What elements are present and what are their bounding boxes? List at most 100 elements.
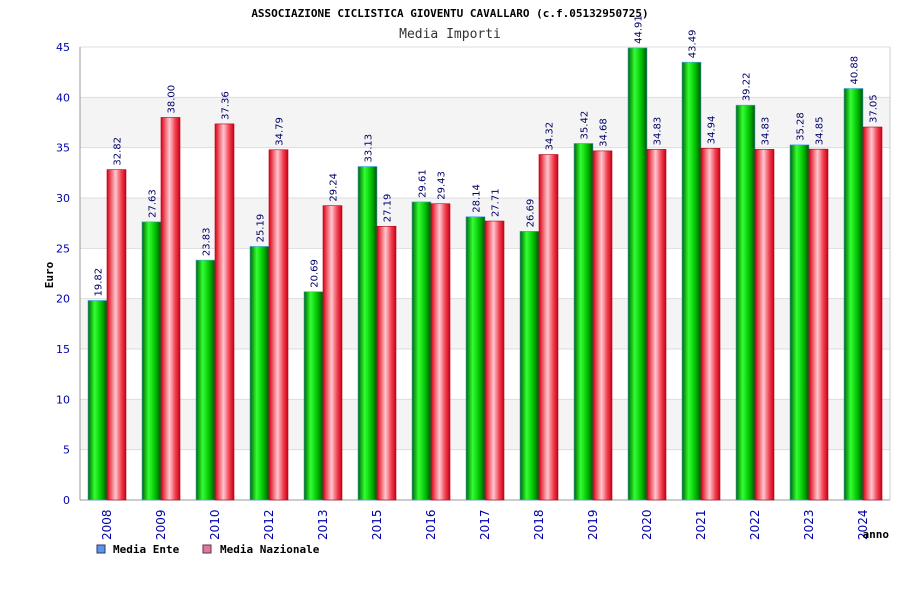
y-axis-label: Euro — [43, 261, 56, 288]
bar-media-ente-2019 — [573, 143, 594, 501]
data-label: 32.82 — [113, 137, 124, 166]
x-tick-label: 2013 — [316, 509, 330, 540]
x-tick-label: 2008 — [100, 509, 114, 540]
data-label: 35.28 — [796, 112, 807, 141]
x-tick-label: 2023 — [802, 509, 816, 540]
bar-media-ente-2022 — [735, 104, 756, 501]
grid-band — [80, 47, 890, 98]
bar-media-nazionale-2019 — [592, 150, 613, 501]
x-tick-label: 2019 — [586, 509, 600, 540]
data-label: 28.14 — [472, 184, 483, 213]
bar-media-nazionale-2008 — [106, 169, 127, 501]
data-label: 25.19 — [256, 214, 267, 243]
bar-media-nazionale-2020 — [646, 149, 667, 501]
bar-media-ente-2013 — [303, 291, 324, 501]
bar-media-ente-2021 — [681, 61, 702, 501]
x-tick-label: 2009 — [154, 509, 168, 540]
bar-media-ente-2017 — [465, 216, 486, 501]
bar-media-nazionale-2022 — [754, 149, 775, 501]
data-label: 29.43 — [437, 171, 448, 200]
data-label: 23.83 — [202, 227, 213, 256]
data-label: 43.49 — [688, 30, 699, 59]
data-label: 34.83 — [653, 117, 664, 146]
bar-media-ente-2016 — [411, 201, 432, 501]
data-label: 20.69 — [310, 259, 321, 288]
bar-media-nazionale-2018 — [538, 154, 559, 501]
bar-media-ente-2009 — [141, 221, 162, 501]
data-label: 34.79 — [275, 117, 286, 146]
data-label: 27.19 — [383, 194, 394, 223]
bar-media-nazionale-2023 — [808, 148, 829, 501]
bar-media-nazionale-2024 — [862, 126, 883, 501]
x-axis-label: anno — [863, 528, 890, 541]
y-tick-label: 20 — [56, 293, 70, 306]
bar-media-ente-2012 — [249, 246, 270, 501]
bar-media-ente-2020 — [627, 47, 648, 501]
data-label: 26.69 — [526, 199, 537, 228]
x-tick-label: 2020 — [640, 509, 654, 540]
x-tick-labels: 2008 2009 2010 2012 2013 2015 2016 2017 2018 2019… — [100, 509, 870, 540]
bar-media-ente-2010 — [195, 259, 216, 501]
y-tick-label: 0 — [63, 494, 70, 507]
legend-swatch-media-nazionale — [202, 544, 212, 554]
legend-label-media-nazionale: Media Nazionale — [220, 543, 320, 556]
bar-media-ente-2023 — [789, 144, 810, 501]
bar-media-ente-2015 — [357, 166, 378, 501]
data-label: 27.63 — [148, 189, 159, 218]
y-tick-label: 25 — [56, 242, 70, 255]
data-label: 44.91 — [634, 15, 645, 44]
data-label: 34.83 — [761, 117, 772, 146]
y-tick-label: 10 — [56, 393, 70, 406]
y-tick-label: 35 — [56, 142, 70, 155]
y-tick-label: 40 — [56, 91, 70, 104]
bar-media-ente-2024 — [843, 88, 864, 501]
x-tick-label: 2012 — [262, 509, 276, 540]
y-tick-labels: 0 5 10 15 20 25 30 35 40 45 — [56, 41, 70, 507]
bar-media-ente-2018 — [519, 231, 540, 501]
bars — [87, 47, 883, 501]
x-tick-label: 2024 — [856, 509, 870, 540]
bar-media-nazionale-2013 — [322, 205, 343, 501]
chart-title: ASSOCIAZIONE CICLISTICA GIOVENTU CAVALLA… — [251, 7, 648, 20]
data-label: 35.42 — [580, 111, 591, 140]
data-labels: 19.82 32.82 27.63 38.00 23.83 37.36 25.19 34.79… — [94, 15, 880, 296]
data-label: 37.05 — [869, 94, 880, 123]
x-tick-label: 2017 — [478, 509, 492, 540]
x-tick-label: 2018 — [532, 509, 546, 540]
data-label: 29.24 — [329, 173, 340, 202]
legend: Media Ente Media Nazionale — [96, 543, 320, 556]
data-label: 40.88 — [850, 56, 861, 85]
x-tick-label: 2010 — [208, 509, 222, 540]
y-tick-label: 45 — [56, 41, 70, 54]
data-label: 29.61 — [418, 169, 429, 198]
x-tick-label: 2015 — [370, 509, 384, 540]
bar-media-nazionale-2017 — [484, 220, 505, 501]
x-tick-label: 2022 — [748, 509, 762, 540]
x-tick-label: 2021 — [694, 509, 708, 540]
chart-subtitle: Media Importi — [399, 27, 501, 42]
bar-media-nazionale-2009 — [160, 117, 181, 501]
y-tick-label: 30 — [56, 192, 70, 205]
legend-label-media-ente: Media Ente — [113, 543, 180, 556]
data-label: 34.94 — [707, 116, 718, 145]
data-label: 34.68 — [599, 118, 610, 147]
data-label: 34.32 — [545, 122, 556, 151]
bar-media-nazionale-2012 — [268, 149, 289, 501]
bar-media-nazionale-2021 — [700, 147, 721, 501]
bar-media-nazionale-2016 — [430, 203, 451, 501]
bar-media-nazionale-2015 — [376, 225, 397, 501]
data-label: 27.71 — [491, 188, 502, 217]
y-tick-label: 15 — [56, 343, 70, 356]
data-label: 34.85 — [815, 117, 826, 146]
data-label: 33.13 — [364, 134, 375, 163]
legend-swatch-media-ente — [96, 544, 106, 554]
bar-media-ente-2008 — [87, 300, 108, 501]
data-label: 39.22 — [742, 73, 753, 102]
data-label: 38.00 — [167, 85, 178, 114]
y-tick-label: 5 — [63, 444, 70, 457]
x-tick-label: 2016 — [424, 509, 438, 540]
data-label: 19.82 — [94, 268, 105, 297]
data-label: 37.36 — [221, 91, 232, 120]
bar-media-nazionale-2010 — [214, 123, 235, 501]
